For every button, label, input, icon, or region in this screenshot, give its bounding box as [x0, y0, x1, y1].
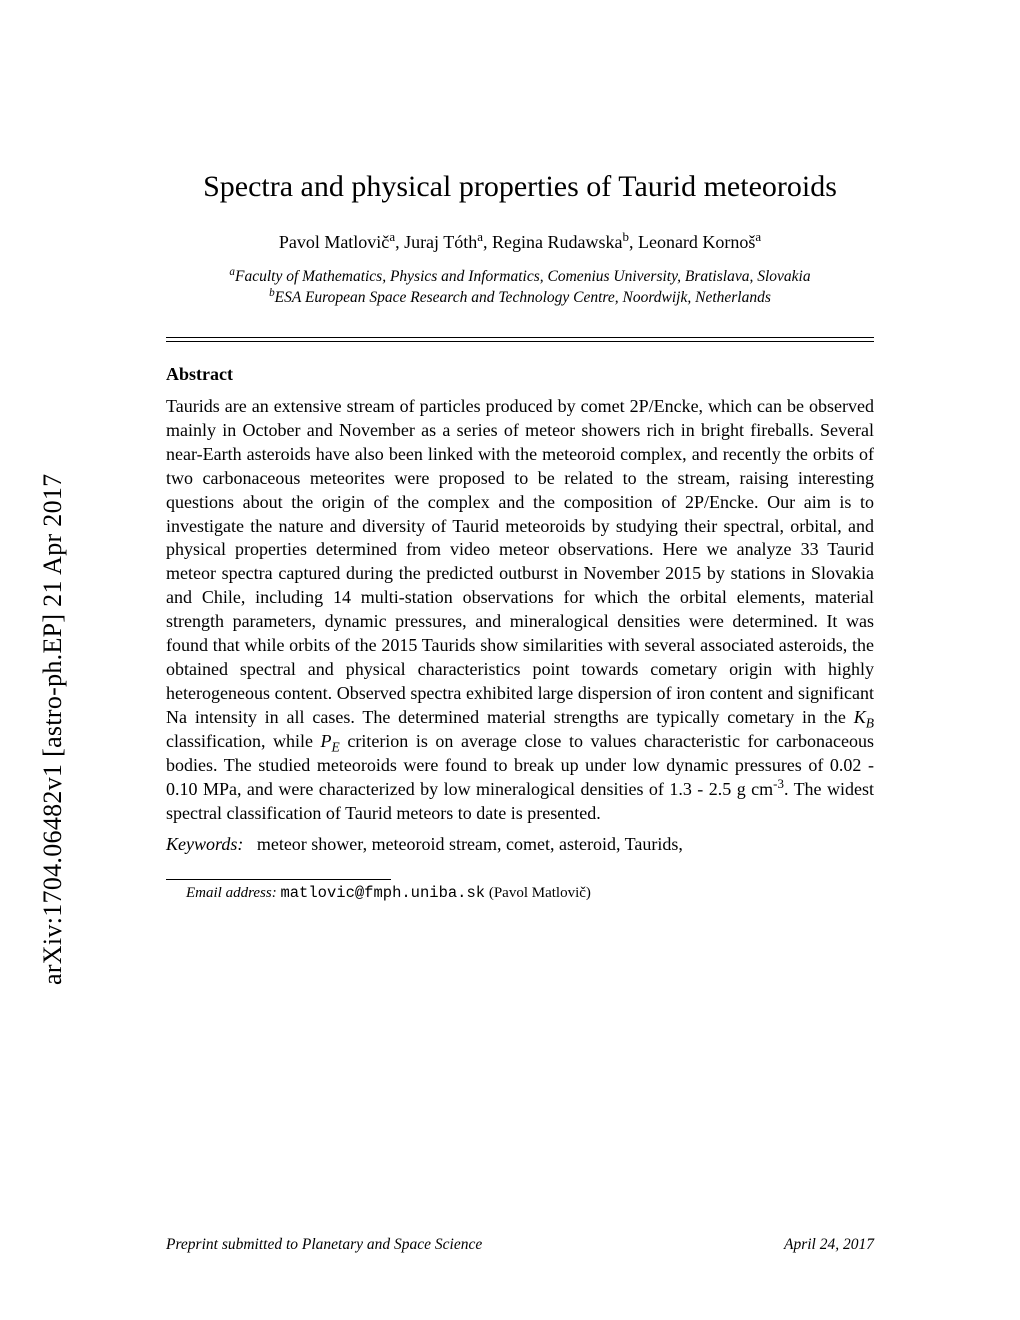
title-rule-top: [166, 337, 874, 338]
abstract-text: Taurids are an extensive stream of parti…: [166, 395, 874, 826]
affil-text: Faculty of Mathematics, Physics and Info…: [235, 268, 811, 285]
keywords-text: meteor shower, meteoroid stream, comet, …: [257, 834, 683, 854]
author-list: Pavol Matloviča, Juraj Tótha, Regina Rud…: [166, 232, 874, 253]
title-rule-bottom: [166, 341, 874, 342]
preprint-text: Preprint submitted to Planetary and Spac…: [166, 1236, 482, 1253]
arxiv-stamp: arXiv:1704.06482v1 [astro-ph.EP] 21 Apr …: [38, 474, 68, 985]
email-footnote: Email address: matlovic@fmph.uniba.sk (P…: [166, 884, 874, 902]
footnote-attribution: (Pavol Matlovič): [489, 885, 591, 901]
keywords-line: Keywords: meteor shower, meteoroid strea…: [166, 834, 874, 855]
keywords-label: Keywords:: [166, 834, 243, 854]
abstract-heading: Abstract: [166, 364, 874, 385]
affiliations: aFaculty of Mathematics, Physics and Inf…: [166, 267, 874, 309]
footnote-email: matlovic@fmph.uniba.sk: [280, 884, 485, 902]
affil-text: ESA European Space Research and Technolo…: [275, 289, 771, 306]
affiliation-b: bESA European Space Research and Technol…: [166, 288, 874, 309]
preprint-date: April 24, 2017: [784, 1236, 874, 1254]
footnote-label: Email address:: [186, 885, 277, 901]
paper-content: Spectra and physical properties of Tauri…: [166, 170, 874, 902]
affiliation-a: aFaculty of Mathematics, Physics and Inf…: [166, 267, 874, 288]
preprint-footer: Preprint submitted to Planetary and Spac…: [166, 1236, 874, 1254]
footnote-rule: [166, 879, 391, 880]
paper-title: Spectra and physical properties of Tauri…: [166, 170, 874, 204]
